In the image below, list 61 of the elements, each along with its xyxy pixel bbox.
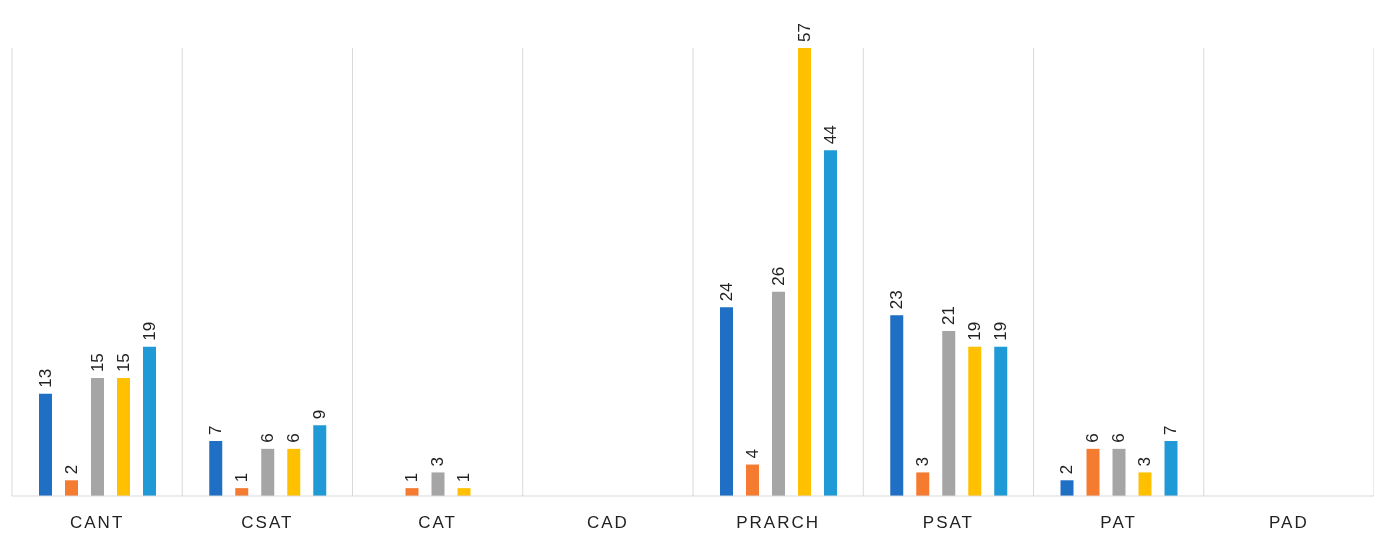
bar <box>824 150 837 496</box>
data-label: 24 <box>717 282 736 302</box>
data-label: 15 <box>88 353 107 373</box>
data-label: 3 <box>1135 456 1155 467</box>
bar <box>287 448 301 496</box>
data-label: 1 <box>454 472 474 483</box>
data-label: 6 <box>1083 433 1103 443</box>
data-label: 1 <box>232 472 252 483</box>
data-label: 6 <box>1109 433 1129 443</box>
data-label: 19 <box>965 321 985 341</box>
bar <box>772 291 785 496</box>
data-label: 13 <box>36 368 55 388</box>
data-label: 26 <box>769 266 788 286</box>
x-tick-label: CAD <box>586 513 629 533</box>
data-label: 7 <box>206 425 226 435</box>
bar <box>916 472 930 496</box>
bar <box>143 346 156 496</box>
x-tick-label: PAD <box>1269 513 1309 533</box>
data-label: 19 <box>140 321 159 341</box>
data-label: 2 <box>62 464 81 475</box>
bar <box>942 330 956 496</box>
bar <box>968 346 982 496</box>
bar <box>720 307 733 496</box>
bar <box>746 464 759 496</box>
data-label: 19 <box>991 321 1011 341</box>
bar <box>1060 480 1074 496</box>
data-label: 23 <box>887 290 907 310</box>
data-label: 4 <box>743 449 762 459</box>
bar <box>431 472 445 496</box>
data-label: 6 <box>258 433 278 443</box>
bar <box>890 315 904 496</box>
x-tick-label: PSAT <box>922 513 974 533</box>
data-label: 3 <box>913 456 933 467</box>
data-label: 1 <box>402 472 422 483</box>
data-label: 2 <box>1057 464 1077 475</box>
bar <box>91 378 104 496</box>
bar <box>994 346 1008 496</box>
data-label: 57 <box>795 23 814 42</box>
data-label: 44 <box>821 125 840 145</box>
bar <box>117 378 130 496</box>
bar <box>1164 440 1178 496</box>
bar <box>209 440 223 496</box>
x-tick-label: CAT <box>418 513 457 533</box>
bar <box>798 48 811 496</box>
x-tick-label: CANT <box>69 513 125 533</box>
bar <box>1112 448 1126 496</box>
x-tick-label: PRARCH <box>736 513 821 533</box>
data-label: 7 <box>1161 425 1181 435</box>
data-label: 6 <box>284 433 304 443</box>
bar <box>39 393 52 496</box>
data-label: 15 <box>114 353 133 373</box>
x-tick-label: PAT <box>1100 513 1137 533</box>
bar <box>1138 472 1152 496</box>
x-tick-label: CSAT <box>241 513 294 533</box>
data-label: 9 <box>310 409 330 420</box>
bar <box>261 448 275 496</box>
data-label: 21 <box>939 306 959 325</box>
bar <box>313 425 327 496</box>
bar <box>65 480 78 496</box>
bar <box>1086 448 1100 496</box>
data-label: 3 <box>428 456 448 467</box>
